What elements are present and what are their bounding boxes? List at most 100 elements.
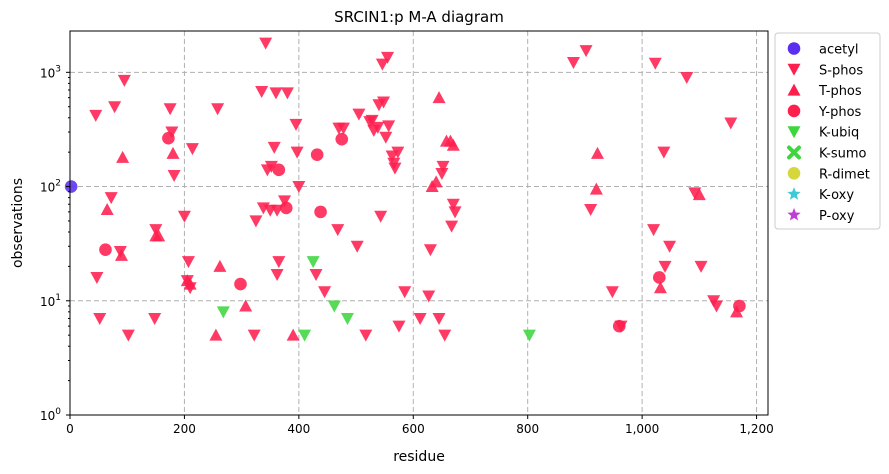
Y-phos-point — [314, 205, 327, 219]
T-phos-point — [114, 248, 128, 261]
data-points — [64, 37, 746, 342]
S-phos-point — [398, 286, 412, 299]
S-phos-point — [108, 101, 122, 114]
y-axis-label: observations — [10, 178, 26, 268]
Y-phos-point — [733, 299, 746, 313]
S-phos-point — [177, 210, 191, 223]
S-phos-point — [148, 312, 162, 325]
S-phos-point — [359, 329, 373, 342]
legend-marker — [787, 63, 801, 76]
T-phos-point — [100, 202, 114, 215]
S-phos-point — [280, 87, 294, 100]
S-phos-point — [436, 160, 450, 173]
T-phos-point — [239, 299, 253, 312]
T-phos-point — [209, 328, 223, 341]
T-phos-point — [166, 146, 180, 159]
legend-marker — [787, 42, 801, 55]
S-phos-point — [432, 312, 446, 325]
legend-label: Y-phos — [818, 105, 862, 120]
Y-phos-point — [612, 319, 626, 333]
legend-label: K-ubiq — [819, 126, 859, 141]
S-phos-point — [267, 141, 281, 154]
legend-item-K-sumo: K-sumo — [787, 145, 867, 162]
S-phos-point — [435, 168, 449, 181]
x-tick-label: 600 — [402, 422, 425, 436]
S-phos-point — [377, 96, 391, 109]
legend-label: S-phos — [819, 63, 863, 78]
S-phos-point — [438, 329, 452, 342]
S-phos-point — [278, 195, 292, 208]
S-phos-point — [117, 74, 131, 87]
K-ubiq-point — [298, 329, 312, 342]
T-phos-point — [183, 277, 197, 290]
legend-label: K-oxy — [819, 188, 854, 203]
S-phos-point — [566, 56, 580, 69]
S-phos-point — [93, 312, 107, 325]
Y-phos-point — [310, 148, 324, 162]
S-phos-point — [371, 121, 385, 134]
S-phos-point — [658, 260, 672, 273]
T-phos-point — [446, 138, 460, 151]
S-phos-point — [422, 290, 436, 303]
legend-marker — [787, 83, 801, 96]
Y-phos-point — [279, 201, 293, 215]
S-phos-point — [382, 120, 396, 133]
S-phos-point — [167, 169, 181, 182]
legend-marker — [787, 145, 801, 160]
T-phos-point — [432, 91, 446, 104]
S-phos-point — [255, 85, 269, 98]
S-phos-point — [694, 260, 708, 273]
S-phos-point — [445, 220, 459, 233]
S-phos-point — [391, 146, 405, 159]
K-ubiq-point — [216, 306, 230, 319]
S-phos-point — [270, 268, 284, 281]
T-phos-point — [286, 328, 300, 341]
legend-marker — [787, 207, 801, 221]
S-phos-point — [289, 118, 303, 131]
K-ubiq-point — [522, 329, 536, 342]
S-phos-point — [259, 37, 273, 50]
T-phos-point — [429, 175, 443, 188]
legend-item-acetyl: acetyl — [787, 42, 859, 58]
S-phos-point — [579, 45, 593, 58]
S-phos-point — [352, 108, 366, 121]
S-phos-point — [269, 87, 283, 100]
Y-phos-point — [234, 277, 247, 291]
S-phos-point — [185, 143, 199, 156]
S-phos-point — [89, 109, 103, 122]
legend-item-K-ubiq: K-ubiq — [787, 126, 859, 141]
Y-phos-point — [272, 163, 286, 177]
S-phos-point — [724, 117, 738, 130]
S-phos-point — [331, 224, 345, 237]
T-phos-point — [589, 182, 603, 195]
S-phos-point — [165, 126, 179, 139]
legend-label: acetyl — [819, 43, 859, 58]
Y-phos-point — [335, 132, 349, 146]
S-phos-point — [211, 103, 225, 116]
x-tick-label: 800 — [516, 422, 539, 436]
legend-item-Y-phos: Y-phos — [787, 104, 862, 120]
y-tick-label: 101 — [40, 293, 61, 309]
S-phos-point — [318, 286, 332, 299]
legend-label: T-phos — [818, 84, 862, 99]
S-phos-point — [392, 320, 406, 333]
x-tick-label: 400 — [287, 422, 310, 436]
T-phos-point — [152, 229, 166, 242]
chart-title: SRCIN1:p M-A diagram — [334, 8, 504, 26]
T-phos-point — [692, 188, 706, 201]
S-phos-point — [584, 203, 598, 216]
y-axis-ticks: 100 101 102 103 — [40, 64, 70, 423]
legend-label: P-oxy — [819, 209, 855, 224]
legend-label: K-sumo — [819, 147, 867, 162]
S-phos-point — [290, 146, 304, 159]
y-tick-label: 103 — [40, 64, 61, 80]
S-phos-point — [272, 256, 286, 269]
S-phos-point — [657, 146, 671, 159]
S-phos-point — [350, 240, 364, 253]
S-phos-point — [247, 329, 261, 342]
S-phos-point — [413, 312, 427, 325]
T-phos-point — [591, 146, 605, 159]
T-phos-point — [116, 150, 130, 163]
S-phos-point — [688, 187, 702, 200]
